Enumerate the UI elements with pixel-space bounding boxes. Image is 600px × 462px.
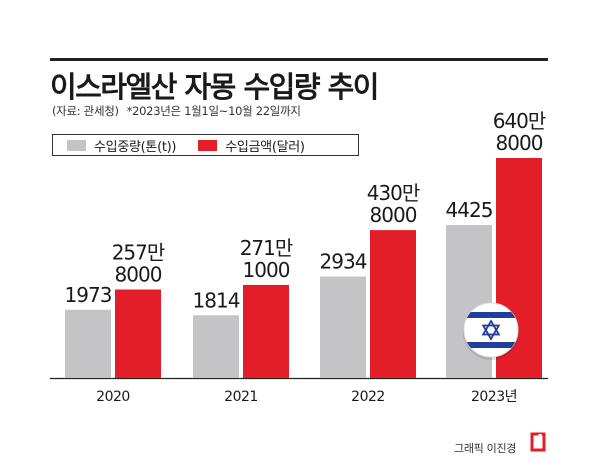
legend-label-amount: 수입금액(달러) — [225, 139, 305, 155]
data-label-amount-3-line-1: 640만 — [493, 109, 546, 133]
bar-weight-1 — [193, 315, 239, 378]
bar-weight-2 — [320, 276, 366, 378]
legend-item-weight: 수입중량(톤(t)) — [67, 136, 176, 155]
source-line: (자료: 관세청) *2023년은 1월1일~10월 22일까지 — [52, 103, 301, 119]
period-note: *2023년은 1월1일~10월 22일까지 — [126, 104, 301, 118]
data-label-amount-3-line-2: 8000 — [496, 131, 543, 155]
data-label-weight-3-line-1: 4425 — [446, 198, 493, 222]
data-label-weight-2-line-1: 2934 — [320, 250, 367, 274]
data-label-weight-0-line-1: 1973 — [65, 283, 112, 307]
star-of-david-down — [481, 324, 501, 341]
bar-weight-0 — [65, 309, 111, 378]
data-label-amount-0-line-2: 8000 — [115, 262, 162, 286]
flag-stripe-bottom — [464, 342, 518, 348]
source-text: (자료: 관세청) — [52, 104, 119, 118]
legend-swatch-weight — [67, 139, 86, 151]
x-tick-label-3: 2023년 — [471, 389, 517, 405]
x-tick-label-2: 2022 — [351, 389, 385, 405]
legend-swatch-amount — [198, 139, 218, 151]
israel-flag-icon — [463, 302, 519, 360]
top-rule — [50, 58, 548, 61]
data-label-amount-2-line-2: 8000 — [370, 203, 417, 227]
flag-stripe-top — [464, 312, 518, 318]
data-label-weight-1-line-1: 1814 — [193, 288, 240, 312]
legend: 수입중량(톤(t)) 수입금액(달러) — [52, 134, 359, 156]
bar-amount-1 — [243, 284, 289, 378]
bar-amount-2 — [370, 230, 416, 378]
legend-item-amount: 수입금액(달러) — [198, 136, 305, 155]
x-tick-label-1: 2021 — [224, 389, 258, 405]
data-label-amount-0-line-1: 257만 — [112, 240, 165, 264]
graphic-credit: 그래픽 이진경 — [454, 442, 517, 455]
bar-amount-0 — [115, 289, 161, 378]
data-label-amount-1-line-1: 271만 — [240, 236, 293, 260]
x-tick-label-0: 2020 — [96, 389, 130, 405]
legend-label-weight: 수입중량(톤(t)) — [94, 139, 177, 155]
flag-disc — [463, 302, 519, 358]
star-of-david-up — [481, 319, 501, 336]
publisher-logo-icon — [530, 432, 546, 452]
data-label-amount-1-line-2: 1000 — [243, 258, 290, 282]
chart-title: 이스라엘산 자몽 수입량 추이 — [50, 70, 379, 104]
data-label-amount-2-line-1: 430만 — [367, 181, 420, 205]
